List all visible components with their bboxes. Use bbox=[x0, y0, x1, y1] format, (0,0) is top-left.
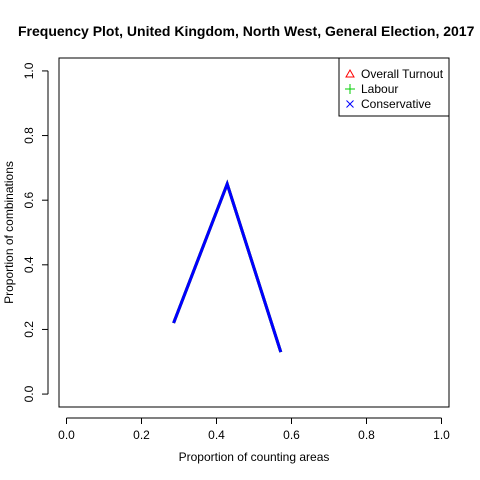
series-layer bbox=[172, 179, 283, 353]
legend-label: Overall Turnout bbox=[361, 67, 444, 81]
x-axis: 0.0 0.2 0.4 0.6 0.8 1.0 bbox=[58, 417, 450, 442]
legend-plus-icon bbox=[345, 84, 355, 94]
legend-triangle-icon bbox=[345, 68, 355, 78]
y-axis: 0.0 0.2 0.4 0.6 0.8 1.0 bbox=[22, 62, 49, 402]
x-tick-label: 0.8 bbox=[358, 428, 375, 442]
y-tick-label: 0.4 bbox=[22, 256, 36, 273]
x-tick-label: 1.0 bbox=[433, 428, 450, 442]
y-axis-label: Proportion of combinations bbox=[2, 161, 16, 304]
y-tick-label: 0.2 bbox=[22, 321, 36, 338]
x-tick-label: 0.6 bbox=[283, 428, 300, 442]
legend-box bbox=[338, 57, 450, 117]
series-line-labour bbox=[172, 179, 283, 353]
y-tick-label: 0.8 bbox=[22, 127, 36, 144]
x-axis-label: Proportion of counting areas bbox=[179, 450, 330, 464]
series-line-conservative bbox=[172, 179, 283, 353]
y-tick-label: 0.0 bbox=[22, 385, 36, 402]
legend-cross-icon bbox=[346, 100, 354, 108]
chart-title: Frequency Plot, United Kingdom, North We… bbox=[18, 23, 475, 39]
series-line-overall-turnout bbox=[172, 179, 283, 353]
y-tick-label: 0.6 bbox=[22, 192, 36, 209]
legend-label: Conservative bbox=[361, 97, 431, 111]
x-tick-label: 0.0 bbox=[58, 428, 75, 442]
plot-area-frame bbox=[58, 57, 450, 408]
legend-label: Labour bbox=[361, 82, 398, 96]
x-tick-label: 0.2 bbox=[133, 428, 150, 442]
y-tick-label: 1.0 bbox=[22, 62, 36, 79]
x-tick-label: 0.4 bbox=[208, 428, 225, 442]
